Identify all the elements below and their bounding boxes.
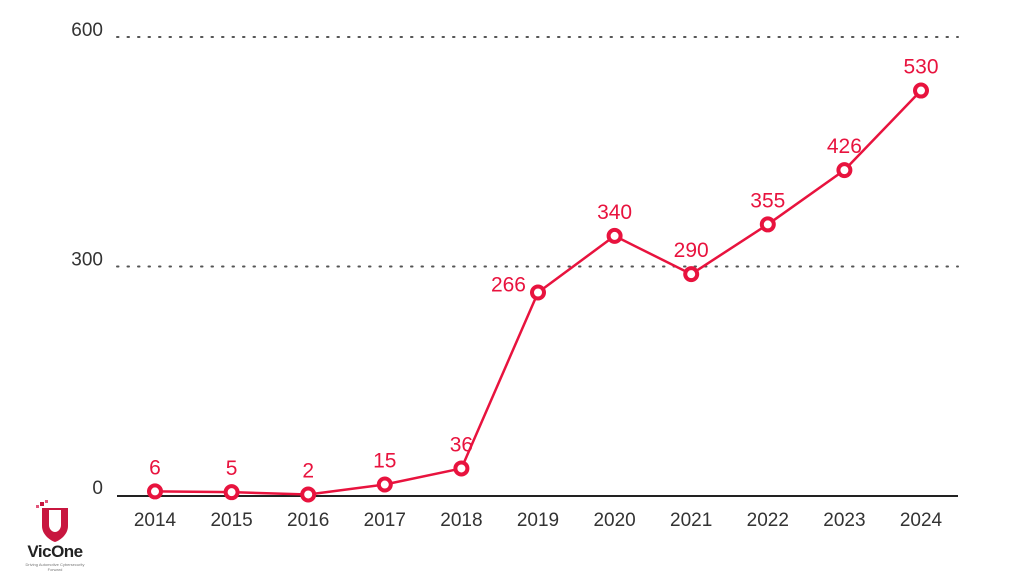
data-point (683, 266, 700, 283)
data-label: 426 (827, 135, 862, 158)
shield-logo-icon (36, 500, 68, 542)
data-point (223, 484, 240, 501)
data-label: 530 (903, 56, 938, 79)
x-tick-label: 2021 (670, 510, 712, 531)
x-tick-label: 2016 (287, 510, 329, 531)
x-tick-label: 2022 (747, 510, 789, 531)
data-label: 15 (373, 450, 396, 473)
logo-tagline: Driving Automotive Cybersecurity Forward (25, 562, 85, 572)
x-axis-ticks: 2014 2015 2016 2017 2018 2019 2020 2021 2022 2023… (134, 510, 943, 531)
x-tick-label: 2018 (440, 510, 482, 531)
grid-lines (116, 36, 959, 268)
data-label: 340 (597, 201, 632, 224)
y-tick-label: 600 (71, 20, 103, 41)
data-point (453, 460, 470, 477)
data-label: 6 (149, 456, 161, 479)
data-point (376, 476, 393, 493)
x-tick-label: 2023 (823, 510, 865, 531)
y-tick-label: 300 (71, 250, 103, 271)
x-tick-label: 2017 (364, 510, 406, 531)
data-labels: 6 5 2 15 36 266 340 290 355 426 530 (149, 56, 938, 483)
data-point (606, 227, 623, 244)
data-label: 266 (491, 274, 526, 297)
x-tick-label: 2019 (517, 510, 559, 531)
data-point (759, 216, 776, 233)
data-label: 5 (226, 457, 238, 480)
vicone-logo: VicOne Driving Automotive Cybersecurity … (20, 500, 90, 572)
data-point (530, 284, 546, 301)
data-label: 290 (674, 239, 709, 262)
data-label: 36 (450, 433, 473, 456)
data-point (913, 82, 929, 99)
x-tick-label: 2020 (593, 510, 635, 531)
data-point (300, 486, 317, 503)
x-tick-label: 2024 (900, 510, 943, 531)
data-points (147, 82, 929, 503)
y-tick-label: 0 (92, 478, 103, 499)
data-label: 2 (302, 459, 314, 482)
x-tick-label: 2015 (210, 510, 252, 531)
data-label: 355 (750, 189, 785, 212)
logo-wordmark: VicOne (27, 542, 83, 561)
y-axis-ticks: 0 300 600 (71, 20, 103, 499)
x-tick-label: 2014 (134, 510, 177, 531)
data-point (147, 483, 163, 500)
data-point (836, 162, 853, 179)
